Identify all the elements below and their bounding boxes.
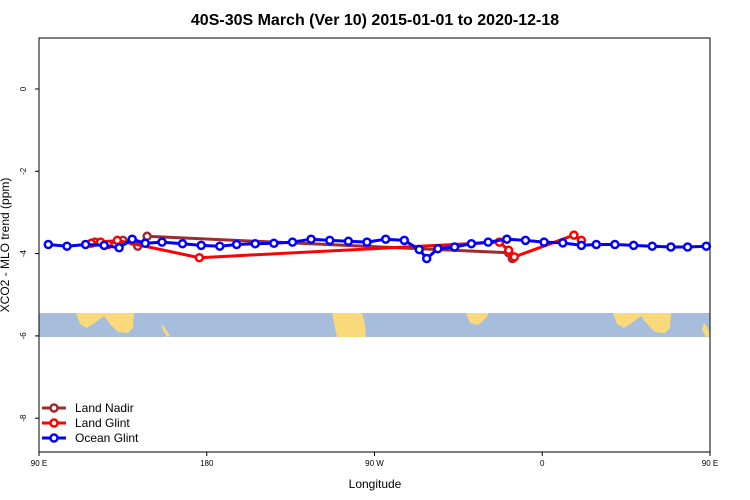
- point-ocean-glint-24: [449, 242, 460, 252]
- point-ocean-glint-12: [250, 238, 260, 249]
- point-ocean-glint-16: [325, 235, 335, 246]
- point-ocean-glint-30: [558, 238, 568, 248]
- legend-item-ocean-glint: Ocean Glint: [42, 431, 139, 445]
- y-tick-label-0: 0: [19, 86, 28, 91]
- point-ocean-glint-19: [380, 234, 391, 244]
- point-land-glint-7: [509, 252, 520, 262]
- point-ocean-glint-22: [421, 253, 432, 264]
- point-ocean-glint-10: [215, 241, 225, 251]
- land-australia-east: [613, 313, 671, 333]
- legend-label-ocean-glint: Ocean Glint: [75, 431, 139, 445]
- point-ocean-glint-33: [610, 239, 620, 250]
- y-tick-label-3: -6: [19, 332, 28, 340]
- legend-item-land-glint: Land Glint: [42, 416, 130, 430]
- point-ocean-glint-20: [399, 235, 410, 246]
- x-axis-label: Longitude: [349, 477, 402, 491]
- legend-item-land-nadir: Land Nadir: [42, 401, 134, 415]
- land-new-zealand: [161, 323, 170, 337]
- point-ocean-glint-34: [628, 240, 639, 251]
- x-axis: 90 E 180 90 W 0 90 E: [31, 452, 718, 468]
- y-tick-label-2: -4: [19, 249, 28, 257]
- legend-swatch-marker: [49, 418, 59, 428]
- point-ocean-glint-28: [520, 235, 531, 246]
- point-ocean-glint-37: [682, 242, 693, 252]
- point-ocean-glint-29: [539, 237, 549, 247]
- point-ocean-glint-23: [433, 243, 443, 254]
- land-australia-west: [76, 313, 134, 333]
- point-ocean-glint-1: [62, 241, 72, 251]
- point-ocean-glint-9: [196, 240, 206, 251]
- land-africa: [466, 313, 489, 325]
- point-ocean-glint-38: [701, 241, 712, 251]
- y-axis-label: XCO2 - MLO trend (ppm): [0, 178, 12, 313]
- point-land-glint-3: [112, 235, 123, 246]
- y-tick-label-4: -8: [19, 414, 28, 422]
- point-ocean-glint-2: [80, 239, 91, 250]
- series-layer: [43, 230, 712, 264]
- point-ocean-glint-11: [231, 239, 242, 250]
- point-ocean-glint-8: [177, 238, 188, 249]
- point-land-glint-6: [503, 245, 514, 256]
- y-tick-label-1: -2: [19, 167, 28, 175]
- point-ocean-glint-15: [306, 234, 316, 244]
- x-tick-label-3: 0: [540, 459, 545, 468]
- chart-title: 40S-30S March (Ver 10) 2015-01-01 to 202…: [191, 12, 559, 29]
- series-ocean-glint: [43, 234, 712, 264]
- point-ocean-glint-26: [483, 237, 493, 247]
- point-ocean-glint-17: [343, 236, 354, 247]
- point-ocean-glint-13: [269, 238, 279, 249]
- point-ocean-glint-3: [99, 240, 109, 251]
- x-tick-label-1: 180: [200, 459, 214, 468]
- land-south-america: [332, 313, 366, 337]
- ocean-band: [39, 313, 710, 337]
- map-band: [39, 313, 710, 337]
- point-land-glint-8: [569, 230, 579, 240]
- point-ocean-glint-0: [43, 239, 54, 250]
- point-ocean-glint-18: [362, 237, 372, 247]
- legend-swatch-marker: [49, 433, 59, 443]
- point-ocean-glint-14: [287, 237, 298, 247]
- point-ocean-glint-25: [466, 238, 477, 249]
- point-ocean-glint-31: [576, 240, 587, 251]
- legend-label-land-glint: Land Glint: [75, 416, 130, 430]
- point-ocean-glint-5: [127, 234, 137, 244]
- point-ocean-glint-21: [414, 244, 424, 255]
- y-axis: 0 -2 -4 -6 -8: [19, 86, 39, 422]
- point-ocean-glint-36: [666, 242, 676, 252]
- point-ocean-glint-7: [157, 237, 167, 247]
- land-new-zealand-east: [702, 323, 710, 337]
- point-ocean-glint-27: [502, 234, 512, 244]
- legend-label-land-nadir: Land Nadir: [75, 401, 134, 415]
- x-tick-label-4: 90 E: [702, 459, 718, 468]
- point-ocean-glint-35: [647, 241, 657, 251]
- point-ocean-glint-4: [114, 243, 124, 253]
- x-tick-label-0: 90 E: [31, 459, 47, 468]
- point-ocean-glint-32: [591, 239, 602, 250]
- point-land-glint-4: [194, 252, 205, 263]
- x-tick-label-2: 90 W: [365, 459, 384, 468]
- point-ocean-glint-6: [140, 238, 150, 249]
- legend-swatch-marker: [49, 403, 59, 413]
